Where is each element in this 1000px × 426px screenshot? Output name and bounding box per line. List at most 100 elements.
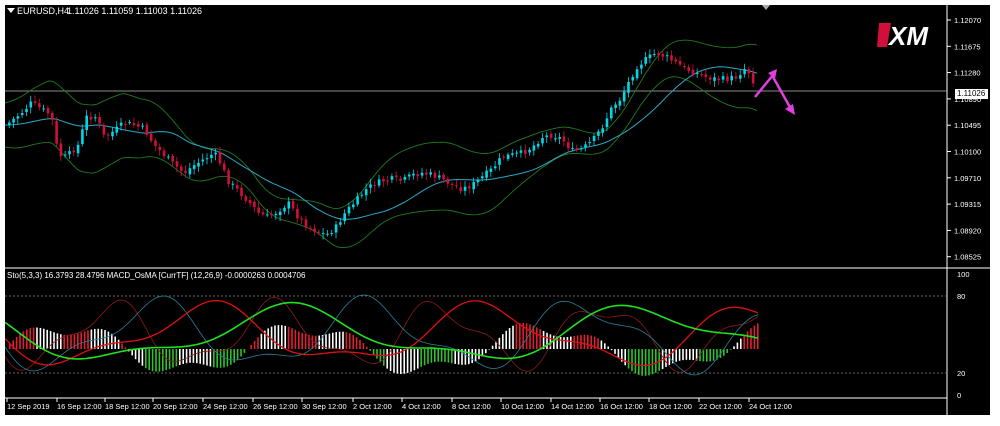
osma-bar (131, 349, 133, 356)
osma-bar (519, 323, 521, 349)
osma-bar (723, 349, 725, 356)
osma-bar (56, 333, 59, 349)
osma-bar (556, 336, 558, 349)
osma-bar (491, 345, 494, 349)
osma-bar (168, 349, 171, 369)
osma-bar (70, 334, 72, 349)
osma-bar (457, 349, 460, 365)
osma-bar (15, 336, 18, 349)
candle-body (622, 91, 626, 102)
scroll-marker-icon[interactable] (762, 5, 770, 10)
candle-body (438, 175, 441, 178)
candle-body (743, 69, 746, 75)
candle-body (455, 185, 458, 187)
osma-bar (549, 334, 552, 349)
osma-bar (230, 349, 232, 365)
time-tick-label: 16 Oct 12:00 (600, 402, 643, 411)
candle-body (567, 142, 570, 149)
candle-body (579, 148, 583, 150)
osma-bar (32, 327, 35, 349)
bollinger-upper-line (5, 39, 758, 210)
candle-body (640, 64, 643, 69)
osma-bar (355, 337, 358, 349)
osma-bar (107, 331, 110, 349)
osma-bar (430, 349, 433, 363)
price-tick-label: 1.12070 (954, 16, 981, 25)
osma-bar (124, 347, 127, 349)
price-tick-label: 1.11280 (954, 69, 981, 78)
symbol-label: EURUSD,H4 (17, 6, 70, 16)
osma-bar (682, 349, 684, 361)
dropdown-triangle-icon[interactable] (7, 8, 15, 13)
osma-bar (631, 349, 633, 372)
chart-canvas[interactable]: 1.12070 1.11675 1.11280 1.10890 1.10495 1.101… (5, 5, 990, 415)
candle-body (218, 151, 222, 164)
candle-body (124, 123, 127, 125)
price-tick-label: 1.10890 (954, 95, 981, 104)
candle-body (687, 67, 690, 71)
time-tick-label: 16 Sep 12:00 (57, 402, 102, 411)
osma-bar (624, 349, 626, 366)
osma-bar (162, 349, 164, 372)
candle-body (145, 124, 149, 135)
price-tick-label: 1.11675 (954, 42, 981, 51)
candle-body (29, 101, 33, 108)
chart-area[interactable]: 1.12070 1.11675 1.11280 1.10890 1.10495 1.101… (5, 5, 990, 415)
candle-body (627, 81, 630, 93)
candle-body (171, 155, 174, 162)
osma-bar (349, 333, 351, 349)
osma-bar (111, 333, 113, 349)
candle-body (330, 232, 334, 234)
osma-bar (644, 349, 647, 376)
candle-body (739, 75, 742, 79)
candle-body (588, 142, 592, 144)
candle-body (63, 154, 67, 156)
osma-bar (175, 349, 178, 367)
osma-bar (63, 334, 65, 349)
candle-body (390, 176, 394, 180)
candle-body (403, 176, 407, 180)
candle-body (614, 104, 617, 108)
forecast-arrow-down-icon (771, 76, 793, 110)
candle-body (38, 103, 41, 108)
osma-bar (36, 327, 38, 349)
candle-body (278, 211, 282, 216)
osma-bar (532, 325, 535, 349)
candle-body (700, 74, 703, 76)
osma-bar (236, 349, 239, 360)
candle-body (717, 78, 721, 81)
indicator-label: Sto(5,3,3) 16.3793 28.4796 MACD_OsMA [Cu… (7, 271, 306, 280)
candle-body (111, 131, 114, 137)
candle-body (554, 138, 557, 140)
osma-bar (257, 337, 259, 349)
osma-bar (474, 349, 477, 362)
osma-bar (202, 349, 205, 365)
osma-bar (505, 330, 507, 349)
candle-body (223, 163, 226, 171)
candle-body (81, 129, 84, 145)
candle-body (528, 149, 531, 153)
candle-body (180, 166, 183, 171)
candle-body (631, 76, 635, 81)
osma-bar (376, 349, 378, 359)
osma-bar (678, 349, 681, 361)
osma-bar (332, 332, 334, 349)
candle-body (287, 201, 291, 209)
osma-bar (304, 334, 307, 349)
osma-bar (410, 349, 412, 372)
osma-bar (240, 349, 242, 357)
osma-bar (148, 349, 150, 370)
osma-bar (512, 325, 514, 349)
candle-body (584, 144, 587, 148)
osma-bar (406, 349, 409, 373)
candle-body (343, 213, 346, 222)
osma-bar (403, 349, 405, 374)
osma-bar (641, 349, 643, 376)
candle-body (721, 76, 725, 80)
candle-body (128, 122, 131, 124)
candle-body (201, 159, 205, 162)
candle-body (433, 172, 437, 178)
candle-body (751, 73, 755, 84)
time-tick-label: 30 Sep 12:00 (302, 402, 347, 411)
